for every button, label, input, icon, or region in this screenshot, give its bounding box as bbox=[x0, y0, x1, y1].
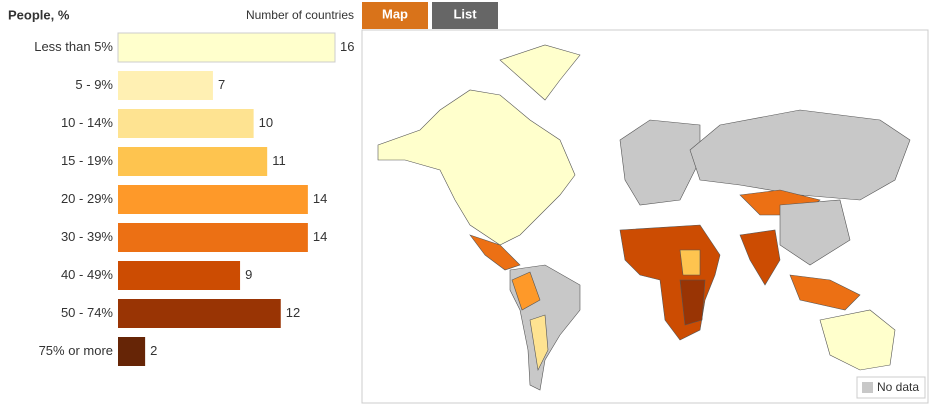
tab-label[interactable]: Map bbox=[382, 6, 408, 21]
value-label: 14 bbox=[313, 191, 327, 206]
australia bbox=[819, 309, 896, 371]
bar bbox=[118, 185, 308, 214]
value-label: 11 bbox=[272, 153, 286, 168]
map: No data bbox=[361, 29, 929, 404]
category-label: 50 - 74% bbox=[61, 305, 113, 320]
bar bbox=[118, 147, 268, 176]
tab-label[interactable]: List bbox=[453, 6, 477, 21]
value-label: 2 bbox=[150, 343, 157, 358]
north-america bbox=[377, 89, 576, 246]
bar bbox=[118, 71, 213, 100]
no-data-swatch bbox=[862, 382, 873, 393]
category-label: 75% or more bbox=[39, 343, 113, 358]
map-legend bbox=[856, 376, 926, 399]
bar bbox=[118, 261, 241, 290]
bar bbox=[117, 32, 336, 63]
category-label: 10 - 14% bbox=[61, 115, 113, 130]
south-america-west bbox=[511, 271, 541, 311]
category-label: 5 - 9% bbox=[75, 77, 113, 92]
sudan bbox=[679, 249, 701, 276]
category-label: Less than 5% bbox=[34, 39, 113, 54]
value-label: 7 bbox=[218, 77, 225, 92]
category-label: 30 - 39% bbox=[61, 229, 113, 244]
category-label: 20 - 29% bbox=[61, 191, 113, 206]
mexico bbox=[469, 234, 521, 271]
value-label: 10 bbox=[259, 115, 273, 130]
no-data-label: No data bbox=[877, 380, 919, 394]
east-africa bbox=[679, 279, 706, 326]
argentina bbox=[529, 314, 549, 371]
bar bbox=[118, 109, 254, 138]
value-label: 16 bbox=[340, 39, 354, 54]
value-label: 9 bbox=[245, 267, 252, 282]
india bbox=[739, 229, 781, 286]
europe bbox=[619, 119, 701, 206]
china bbox=[779, 199, 851, 266]
category-label: 40 - 49% bbox=[61, 267, 113, 282]
axis-label: Number of countries bbox=[246, 8, 354, 22]
greenland bbox=[499, 44, 581, 101]
value-label: 12 bbox=[286, 305, 300, 320]
indonesia bbox=[789, 274, 861, 311]
bar bbox=[118, 299, 281, 328]
tab-list[interactable] bbox=[432, 2, 498, 29]
bar bbox=[118, 223, 308, 252]
chart-title: People, % bbox=[8, 7, 70, 22]
bar bbox=[118, 337, 146, 366]
russia bbox=[689, 109, 911, 201]
value-label: 14 bbox=[313, 229, 327, 244]
category-label: 15 - 19% bbox=[61, 153, 113, 168]
tab-map[interactable] bbox=[362, 2, 428, 29]
